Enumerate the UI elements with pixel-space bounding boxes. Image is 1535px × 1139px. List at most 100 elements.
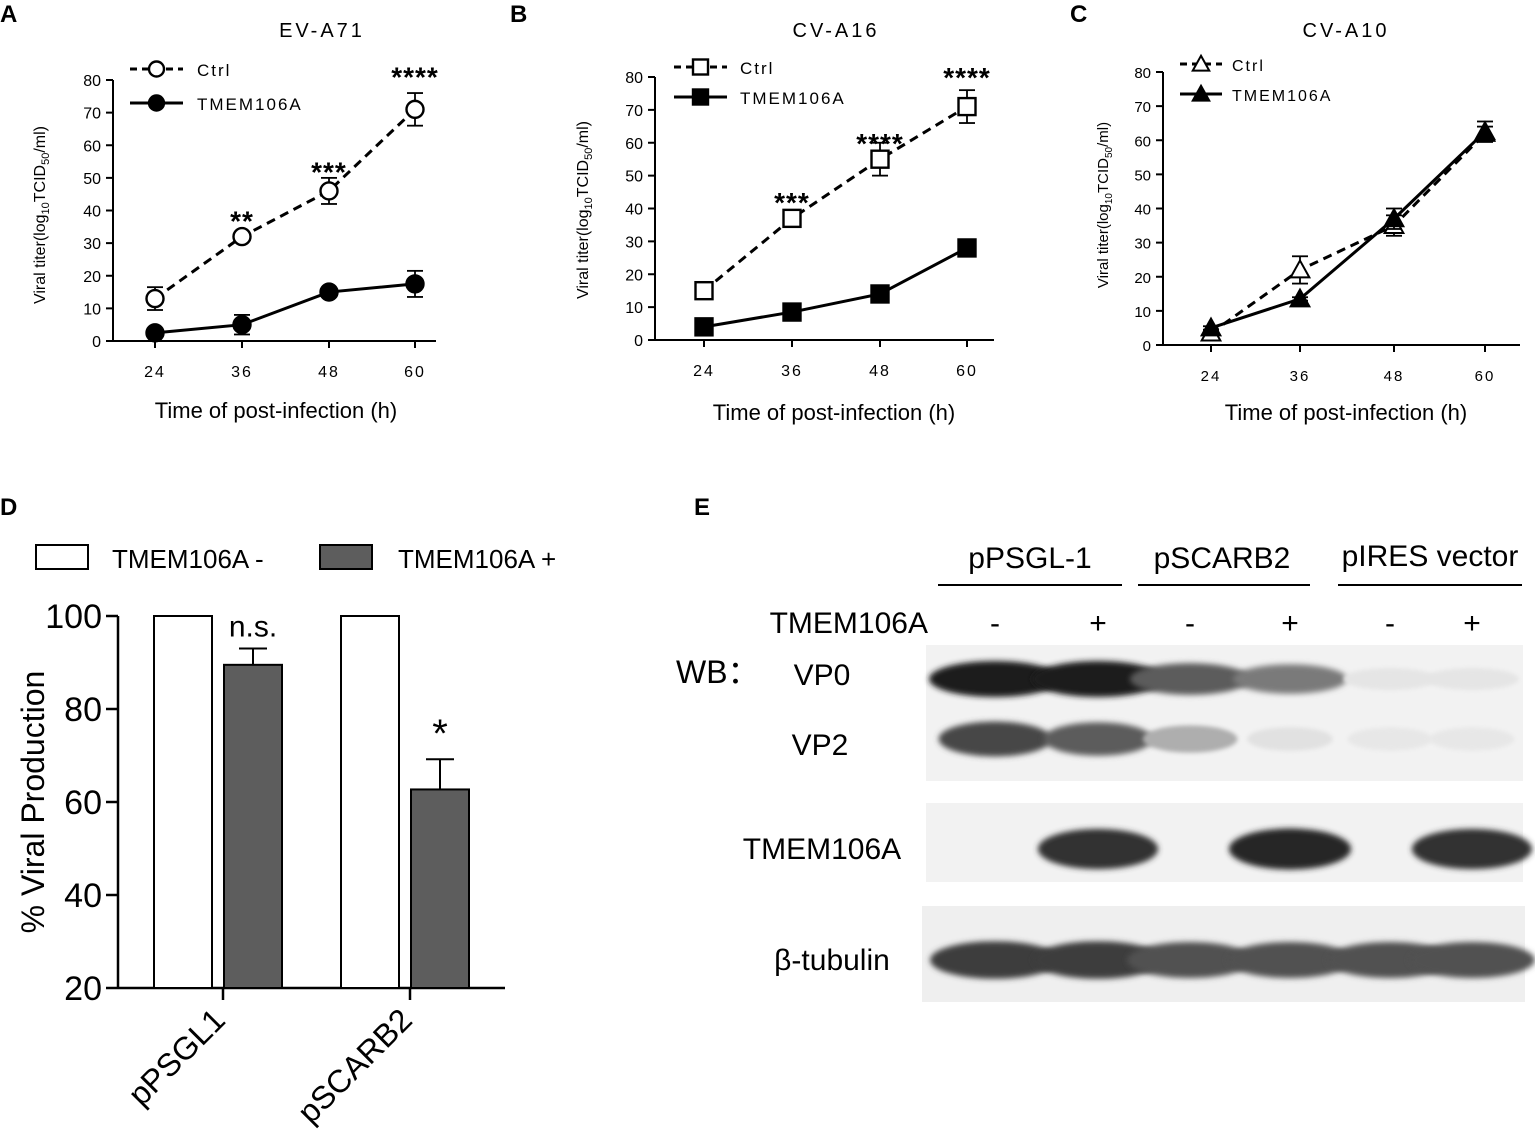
panel-label-e: E xyxy=(694,494,710,521)
y-axis-label: Viral titer(log10TCID50/ml) xyxy=(575,121,595,299)
band-label-vp2: VP2 xyxy=(792,729,849,762)
line-chart-cv-a16: CV-A16 Time of post-infection (h) Viral … xyxy=(575,20,994,425)
data-point xyxy=(957,96,977,117)
legend-swatch-tmem106a-plus xyxy=(319,544,373,570)
y-tick-label: 60 xyxy=(83,138,101,155)
blot-band xyxy=(1127,942,1253,978)
significance-label: **** xyxy=(856,128,904,159)
chart-title: CV-A10 xyxy=(1303,20,1390,42)
group-label-ppsgl-1: pPSGL-1 xyxy=(968,542,1091,575)
y-axis-label: Viral titer(log10TCID50/ml) xyxy=(1095,122,1115,288)
blot-band xyxy=(1347,727,1433,751)
y-tick-label: 80 xyxy=(83,73,101,90)
y-tick-label: 0 xyxy=(1143,338,1151,355)
band-label-beta-tubulin: β-tubulin xyxy=(774,944,890,977)
bar xyxy=(340,615,400,989)
x-axis-label: Time of post-infection (h) xyxy=(155,398,398,423)
data-point xyxy=(145,288,165,309)
x-tick-label: 24 xyxy=(144,364,166,381)
data-point xyxy=(1382,207,1406,228)
data-point xyxy=(1473,120,1497,141)
data-point xyxy=(145,323,165,343)
panel-label-d: D xyxy=(0,494,17,521)
y-tick-label: 50 xyxy=(83,171,101,188)
blot-band xyxy=(1033,941,1163,979)
y-tick-label: 80 xyxy=(1134,65,1151,82)
x-tick-label: 60 xyxy=(1475,368,1496,385)
legend-label-tmem106a: TMEM106A xyxy=(1232,88,1332,105)
x-axis-label: Time of post-infection (h) xyxy=(1225,400,1468,425)
legend-marker xyxy=(691,58,710,76)
significance-label: n.s. xyxy=(229,611,277,644)
legend-label-tmem106a: TMEM106A xyxy=(740,89,846,108)
blot-band xyxy=(1343,667,1437,691)
y-tick-label: 20 xyxy=(625,267,643,284)
data-point xyxy=(319,282,339,302)
series-line xyxy=(1210,132,1487,335)
y-tick-label: 30 xyxy=(625,234,643,251)
x-tick-label: 48 xyxy=(318,364,340,381)
x-axis-label: Time of post-infection (h) xyxy=(713,400,956,425)
x-tick-label: pPSGL1 xyxy=(121,1001,232,1112)
series-line xyxy=(1210,130,1487,330)
y-tick-label: 70 xyxy=(1134,99,1151,116)
panel-label-c: C xyxy=(1070,1,1087,28)
y-tick-label: 10 xyxy=(83,301,101,318)
blot-band xyxy=(1227,942,1353,978)
lane-sign: + xyxy=(1463,607,1481,640)
significance-label: * xyxy=(432,712,448,756)
x-tick-label: 36 xyxy=(781,363,803,380)
blot-band xyxy=(929,661,1061,697)
data-point xyxy=(1199,316,1223,337)
blot-band xyxy=(930,941,1060,979)
group-label-pscarb2: pSCARB2 xyxy=(1154,542,1291,575)
legend-swatch-tmem106a-minus xyxy=(35,544,89,570)
legend-marker xyxy=(691,88,710,106)
blot-band xyxy=(1037,828,1159,870)
legend-label-ctrl: Ctrl xyxy=(197,61,231,80)
y-tick-label: 30 xyxy=(1134,236,1151,253)
blot-band xyxy=(1142,725,1238,753)
data-point xyxy=(232,314,252,335)
y-tick-label: 50 xyxy=(1134,167,1151,184)
line-chart-ev-a71: EV-A71 Time of post-infection (h) Viral … xyxy=(32,20,439,423)
group-label-pires-vector: pIRES vector xyxy=(1342,540,1519,573)
y-tick-label: 100 xyxy=(45,598,102,636)
series-line xyxy=(703,246,968,329)
y-tick-label: 10 xyxy=(625,300,643,317)
blot-band xyxy=(1411,828,1533,870)
data-point xyxy=(782,208,802,229)
blot-band xyxy=(1425,667,1519,691)
legend-label-ctrl: Ctrl xyxy=(1232,58,1265,75)
chart-title: CV-A16 xyxy=(793,20,880,42)
y-tick-label: 40 xyxy=(64,877,102,915)
y-tick-label: 80 xyxy=(625,70,643,87)
legend-marker xyxy=(1191,83,1211,102)
wb-label: WB： xyxy=(676,654,760,690)
significance-label: *** xyxy=(774,187,810,218)
significance-label: *** xyxy=(311,156,347,187)
legend-label-tmem106a-minus: TMEM106A - xyxy=(112,544,264,574)
y-tick-label: 20 xyxy=(1134,270,1151,287)
y-tick-label: 30 xyxy=(83,236,101,253)
western-blot: pPSGL-1 pSCARB2 pIRES vector TMEM106A - +… xyxy=(676,540,1535,1002)
blot-band xyxy=(1247,727,1333,751)
significance-label: ** xyxy=(230,205,254,236)
lane-sign: - xyxy=(1385,607,1395,640)
bar-chart-viral-production: TMEM106A - TMEM106A + % Viral Production… xyxy=(15,544,556,1130)
legend-label-ctrl: Ctrl xyxy=(740,59,774,78)
bar xyxy=(410,788,470,989)
blot-band xyxy=(1232,664,1348,694)
lane-sign: + xyxy=(1281,607,1299,640)
y-tick-label: 40 xyxy=(1134,202,1151,219)
significance-label: **** xyxy=(391,62,439,93)
data-point xyxy=(957,238,977,258)
data-point xyxy=(694,317,714,337)
x-tick-label: pSCARB2 xyxy=(290,1001,419,1130)
line-chart-cv-a10: CV-A10 Time of post-infection (h) Viral … xyxy=(1095,20,1520,425)
blot-band xyxy=(938,721,1052,757)
lane-sign: - xyxy=(1185,607,1195,640)
data-point xyxy=(870,149,890,169)
y-tick-label: 50 xyxy=(625,169,643,186)
